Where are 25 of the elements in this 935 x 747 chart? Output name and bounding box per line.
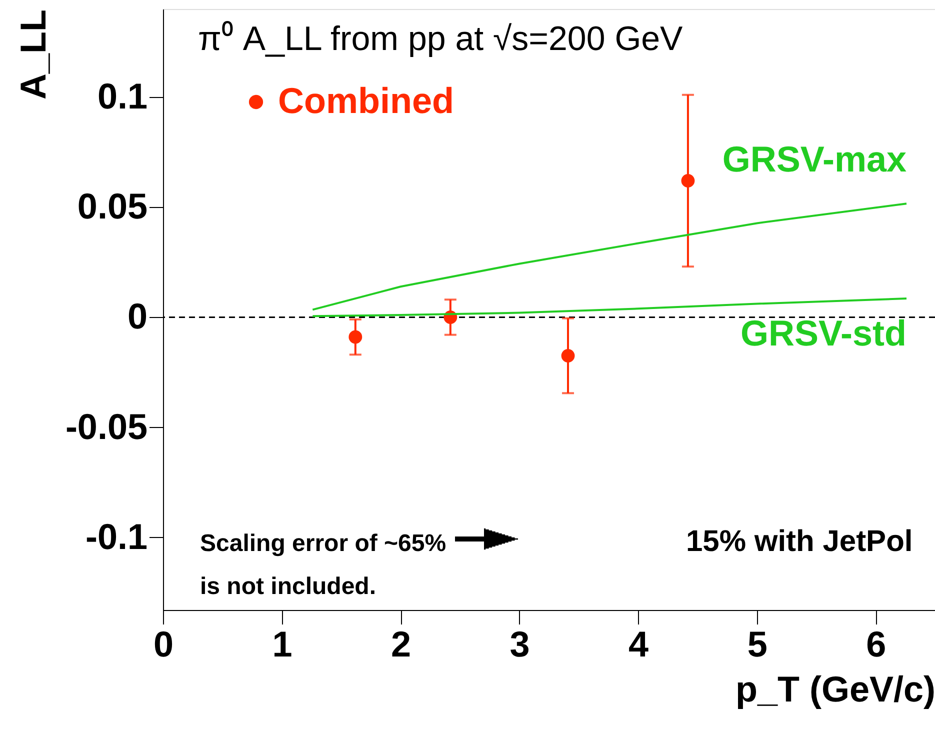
y-tick-label: 0.05 <box>77 186 148 227</box>
series-label: GRSV-std <box>740 312 906 354</box>
x-tick-label: 0 <box>153 624 174 664</box>
annotation: 15% with JetPol <box>686 525 913 558</box>
point <box>561 349 575 362</box>
point <box>348 330 362 344</box>
y-tick-label: 0 <box>127 296 148 337</box>
y-axis-title: A_LL <box>12 10 54 100</box>
line-series <box>312 297 908 318</box>
line-series <box>312 202 908 311</box>
x-tick-label: 4 <box>628 624 649 664</box>
legend-label: Combined <box>278 80 454 121</box>
x-tick-label: 1 <box>272 624 292 664</box>
y-tick-label: -0.05 <box>65 406 148 447</box>
x-axis-title: p_T (GeV/c) <box>735 668 935 710</box>
point <box>681 174 695 188</box>
x-tick-label: 6 <box>866 624 886 664</box>
x-tick-label: 3 <box>510 624 530 664</box>
y-tick-label: -0.1 <box>85 516 148 557</box>
chart-title: π⁰ A_LL from pp at √s=200 GeV <box>198 20 684 58</box>
y-tick-label: 0.1 <box>97 76 148 117</box>
x-tick-label: 5 <box>747 624 768 664</box>
series-label: GRSV-max <box>722 138 906 180</box>
x-tick-label: 2 <box>391 624 412 664</box>
annotation: Scaling error of ~65% is not included. <box>200 530 446 600</box>
